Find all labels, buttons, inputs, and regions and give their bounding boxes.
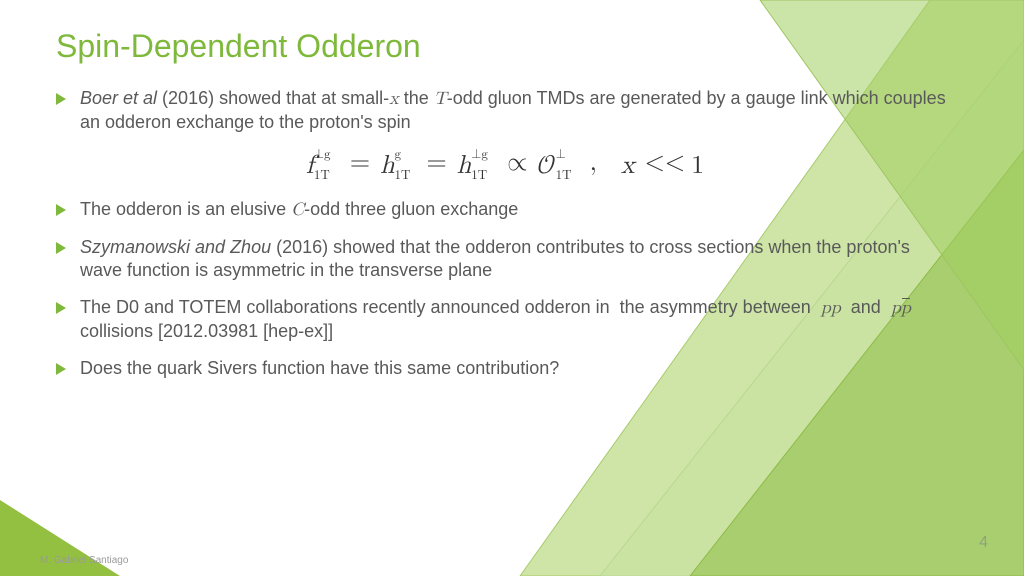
content-area: Spin-Dependent Odderon Boer et al (2016)… xyxy=(0,0,1024,576)
bullet-marker-icon xyxy=(56,302,66,314)
author-footer: M. Gabriel Santiago xyxy=(40,555,128,566)
page-number: 4 xyxy=(979,534,988,552)
bullet-text: The odderon is an elusive C-odd three gl… xyxy=(80,198,954,222)
bullet-item: The D0 and TOTEM collaborations recently… xyxy=(56,296,954,343)
bullet-item: The odderon is an elusive C-odd three gl… xyxy=(56,198,954,222)
bullet-text: The D0 and TOTEM collaborations recently… xyxy=(80,296,954,343)
slide: Spin-Dependent Odderon Boer et al (2016)… xyxy=(0,0,1024,576)
equation: f⊥g1T=hg1T=h⊥g1T∝𝒪⊥1T,x<<1 xyxy=(306,148,704,182)
bullet-text: Does the quark Sivers function have this… xyxy=(80,357,954,380)
bullet-item: Does the quark Sivers function have this… xyxy=(56,357,954,380)
bullet-marker-icon xyxy=(56,242,66,254)
bullet-marker-icon xyxy=(56,204,66,216)
equation-row: f⊥g1T=hg1T=h⊥g1T∝𝒪⊥1T,x<<1 xyxy=(56,148,954,182)
slide-title: Spin-Dependent Odderon xyxy=(56,28,954,65)
bullet-marker-icon xyxy=(56,363,66,375)
bullet-item: Szymanowski and Zhou (2016) showed that … xyxy=(56,236,954,282)
bullet-text: Szymanowski and Zhou (2016) showed that … xyxy=(80,236,954,282)
bullet-list: Boer et al (2016) showed that at small-x… xyxy=(56,87,954,380)
bullet-item: Boer et al (2016) showed that at small-x… xyxy=(56,87,954,134)
bullet-text: Boer et al (2016) showed that at small-x… xyxy=(80,87,954,134)
bullet-marker-icon xyxy=(56,93,66,105)
